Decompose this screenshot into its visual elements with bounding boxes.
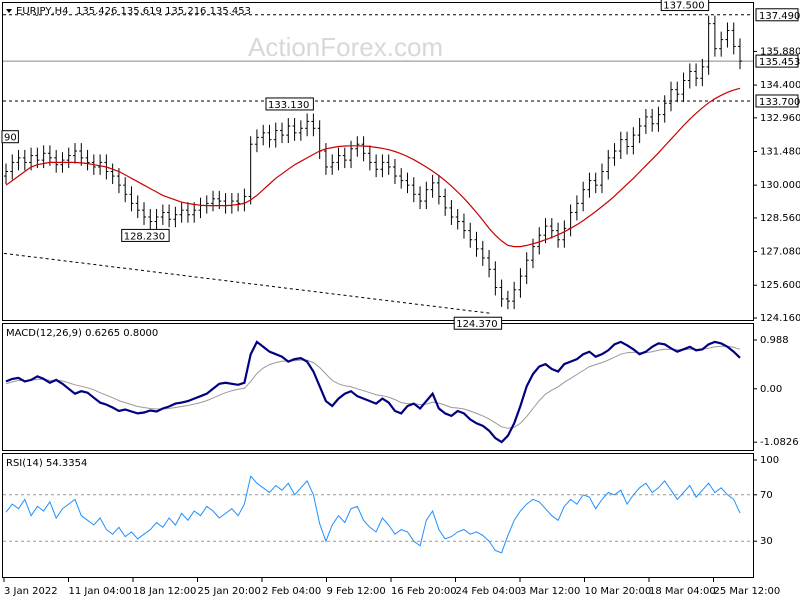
price-layer: 133.130 128.230 124.370 137.500 90 <box>1 0 753 330</box>
annotation-box <box>453 316 503 330</box>
rsi-tick-label: 70 <box>760 490 773 501</box>
time-tick-label: 18 Jan 12:00 <box>133 586 196 597</box>
ohlc-label: 135.426 135.619 135.216 135.453 <box>76 6 251 17</box>
watermark: ActionForex.com <box>248 32 443 62</box>
rsi-tick-label: 30 <box>760 536 773 547</box>
annotation-label: 90 <box>4 133 17 144</box>
annotation-box <box>121 228 170 242</box>
symbol-label: EURJPY,H4 <box>16 6 69 17</box>
price-tick-label: 127.080 <box>760 247 800 258</box>
macd-layer <box>5 340 741 444</box>
price-tick-label: 131.480 <box>760 146 800 157</box>
time-tick-label: 25 Jan 20:00 <box>198 586 261 597</box>
price-tick-label: 128.560 <box>760 213 800 224</box>
rsi-label: RSI(14) 54.3354 <box>6 458 87 469</box>
level-label: 135.453 <box>759 57 800 68</box>
level-label-box <box>755 54 799 68</box>
rsi-line <box>5 475 741 554</box>
annotation-box <box>265 97 314 111</box>
rsi-tick-label: 100 <box>760 455 779 466</box>
price-tick-label: 134.400 <box>760 80 800 91</box>
moving-average-line <box>5 87 741 248</box>
time-tick-label: 24 Feb 04:00 <box>456 586 522 597</box>
level-label: 133.700 <box>759 97 800 108</box>
level-label-box <box>755 94 799 108</box>
price-panel-frame <box>2 2 754 321</box>
annotation-label: 124.370 <box>456 319 497 330</box>
time-tick-label: 2 Feb 04:00 <box>262 586 321 597</box>
annotation-label: 137.500 <box>663 1 704 12</box>
time-tick-label: 3 Mar 12:00 <box>520 586 580 597</box>
annotation-box <box>660 0 710 12</box>
macd-signal-line <box>5 345 741 429</box>
axis-layer: 124.160 125.600 127.080 128.560 130.000 131.4… <box>3 8 800 597</box>
level-label: 137.490 <box>759 11 800 22</box>
macd-tick-label: 0.988 <box>760 335 789 346</box>
annotation-label: 128.230 <box>124 231 165 242</box>
rsi-layer <box>3 475 753 554</box>
price-tick-label: 135.880 <box>760 46 800 57</box>
time-tick-label: 25 Mar 12:00 <box>714 586 781 597</box>
rsi-panel-frame <box>2 453 754 578</box>
macd-panel-frame <box>2 323 754 451</box>
annotation-label: 133.130 <box>268 100 309 111</box>
price-tick-label: 124.160 <box>760 313 800 324</box>
trend-line <box>3 252 491 314</box>
annotation-box <box>1 130 19 144</box>
level-label-box <box>755 8 799 22</box>
time-tick-label: 16 Feb 20:00 <box>391 586 457 597</box>
time-tick-label: 9 Feb 12:00 <box>327 586 386 597</box>
macd-main-line <box>5 340 741 444</box>
price-tick-label: 130.000 <box>760 180 800 191</box>
price-tick-label: 125.600 <box>760 280 800 291</box>
time-tick-label: 11 Jan 04:00 <box>69 586 132 597</box>
time-tick-label: 10 Mar 20:00 <box>585 586 652 597</box>
price-tick-label: 132.960 <box>760 113 800 124</box>
time-tick-label: 3 Jan 2022 <box>4 586 58 597</box>
macd-label: MACD(12,26,9) 0.6265 0.8000 <box>6 328 158 339</box>
dropdown-triangle-icon[interactable] <box>6 9 12 13</box>
macd-tick-label: 0.00 <box>760 384 782 395</box>
time-tick-label: 18 Mar 04:00 <box>649 586 716 597</box>
macd-tick-label: -1.0826 <box>760 437 799 448</box>
